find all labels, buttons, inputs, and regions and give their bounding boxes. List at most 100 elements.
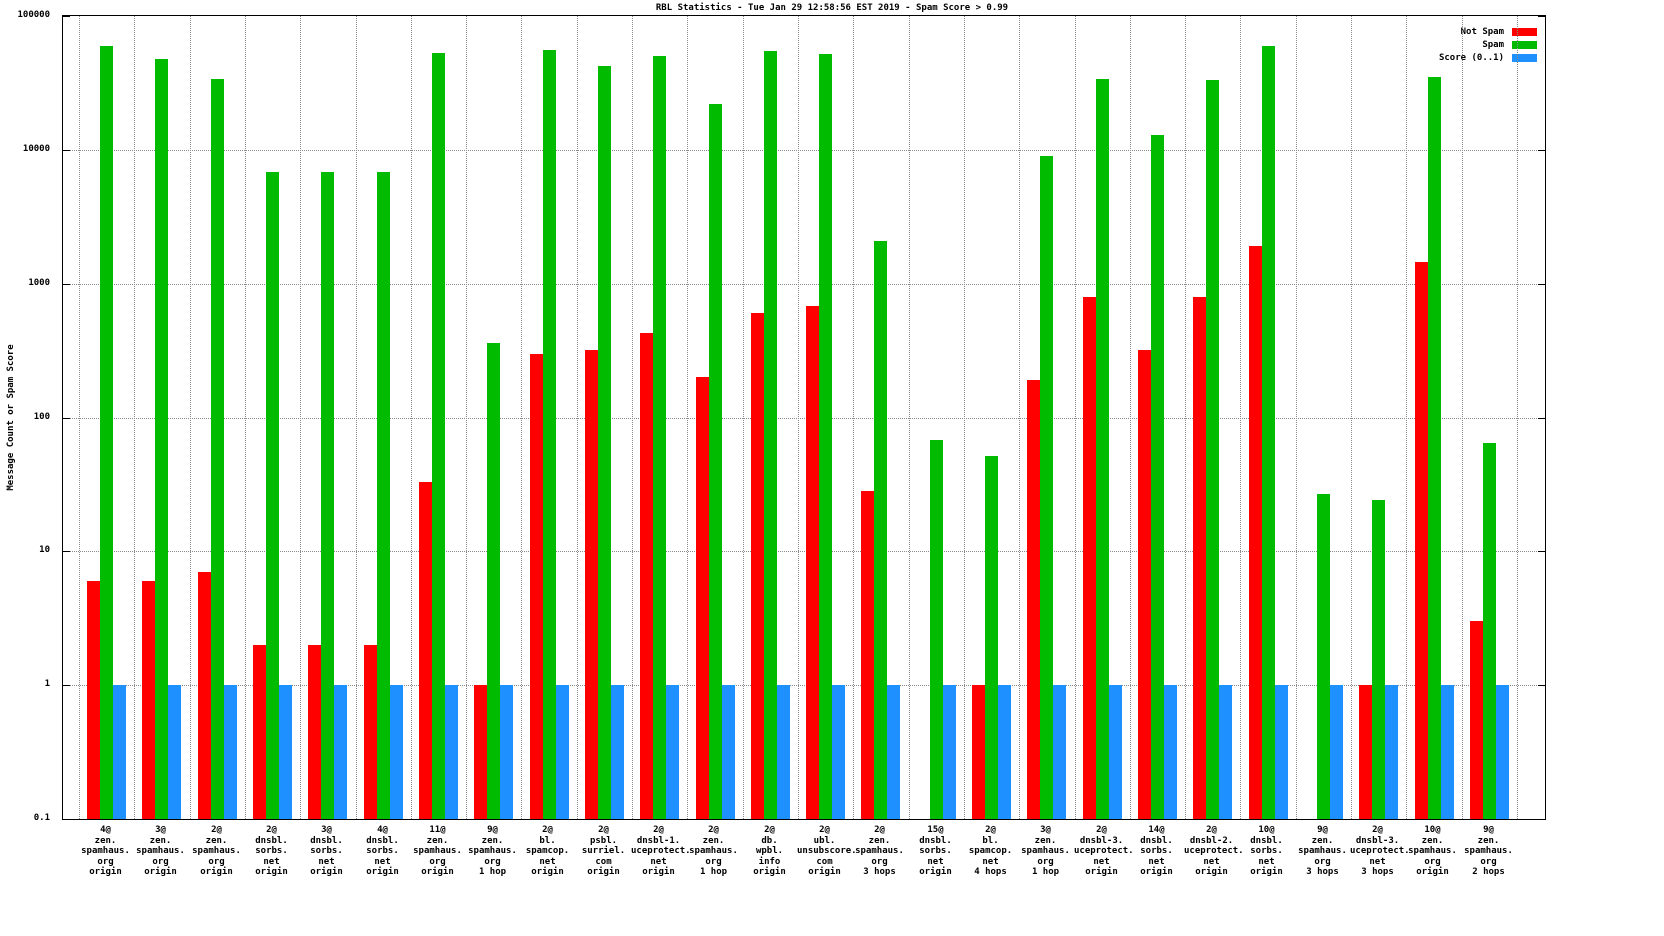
x-category-label-line: uceprotect. [1184, 846, 1244, 856]
x-category-label-line: 1 hop [699, 867, 728, 877]
x-category-label-line: 2@ [653, 825, 664, 835]
x-category-label: 9@ zen. spamhaus. org 1 hop [465, 825, 520, 878]
x-category-label-line: net [539, 856, 556, 867]
x-category-label-line: origin [1085, 867, 1118, 877]
bar-not-spam [474, 685, 487, 819]
y-tick-mark-right [1538, 418, 1545, 419]
x-category-label-line: 9@ [1483, 825, 1494, 835]
x-category-label: 11@ zen. spamhaus. org origin [410, 825, 465, 878]
y-tick-mark-left [63, 819, 70, 820]
bar-spam [1372, 500, 1385, 819]
v-gridline [356, 16, 357, 819]
x-category-label: 2@ zen. spamhaus. org origin [189, 825, 244, 878]
y-tick-mark-left [63, 284, 70, 285]
h-gridline [63, 418, 1545, 419]
x-category-label-line: origin [1195, 867, 1228, 877]
x-category-label-line: zen. [481, 835, 504, 846]
v-gridline [1296, 16, 1297, 819]
x-category-label-line: 14@ [1148, 825, 1165, 835]
legend-label-spam: Spam [1482, 39, 1504, 50]
x-category-label-line: org [1480, 856, 1497, 867]
x-category-label-line: spamhaus. [689, 846, 738, 856]
bar-spam [155, 59, 168, 819]
x-category-label-line: dnsbl. [255, 835, 288, 846]
x-category-label: 2@ ubl. unsubscore. com origin [797, 825, 857, 878]
v-gridline [687, 16, 688, 819]
v-gridline [1075, 16, 1076, 819]
x-category-label-line: 9@ [1317, 825, 1328, 835]
x-category-label-line: spamhaus. [1298, 846, 1347, 856]
x-category-label-line: 3 hops [1306, 867, 1339, 877]
bar-not-spam [308, 645, 321, 819]
x-category-label-line: net [982, 856, 999, 867]
x-category-label: 4@ dnsbl. sorbs. net origin [355, 825, 410, 878]
bar-spam [709, 104, 722, 819]
bar-score [1496, 685, 1509, 819]
x-category-label: 2@ dnsbl-3. uceprotect. net origin [1074, 825, 1134, 878]
x-category-label-line: 3@ [1040, 825, 1051, 835]
x-category-label-line: net [1203, 856, 1220, 867]
x-category-label-line: 9@ [487, 825, 498, 835]
x-category-label-line: org [208, 856, 225, 867]
bar-spam [1262, 46, 1275, 819]
x-category-label: 2@ zen. spamhaus. org 1 hop [686, 825, 741, 878]
x-category-label-line: ubl. [813, 835, 836, 846]
x-category-label-line: origin [1250, 867, 1283, 877]
bar-not-spam [1359, 685, 1372, 819]
bar-score [666, 685, 679, 819]
v-gridline [1130, 16, 1131, 819]
y-tick-label: 100000 [17, 10, 50, 20]
x-category-label-line: uceprotect. [1074, 846, 1134, 856]
x-category-label-line: origin [310, 867, 343, 877]
x-category-label-line: dnsbl. [366, 835, 399, 846]
x-category-label-line: zen. [426, 835, 449, 846]
bar-spam [598, 66, 611, 819]
x-category-label: 2@ dnsbl-1. uceprotect. net origin [631, 825, 691, 878]
bar-not-spam [1083, 297, 1096, 819]
x-category-label-line: origin [200, 867, 233, 877]
x-category-label-line: 2 hops [1472, 867, 1505, 877]
plot-area: Not Spam Spam Score (0..1) [62, 15, 1546, 820]
legend: Not Spam Spam Score (0..1) [1439, 25, 1537, 64]
bar-score [334, 685, 347, 819]
bar-spam [764, 51, 777, 819]
x-category-label-line: origin [1140, 867, 1173, 877]
legend-swatch-spam [1512, 40, 1537, 49]
y-tick-label: 1000 [28, 278, 50, 288]
x-category-label-line: 2@ [211, 825, 222, 835]
x-category-label-line: sorbs. [366, 846, 399, 856]
x-category-label-line: spamhaus. [1464, 846, 1513, 856]
v-gridline [632, 16, 633, 819]
x-category-label-line: org [1037, 856, 1054, 867]
bar-not-spam [972, 685, 985, 819]
bar-score [1053, 685, 1066, 819]
x-category-label: 10@ dnsbl. sorbs. net origin [1239, 825, 1294, 878]
y-tick-mark-right [1538, 284, 1545, 285]
y-tick-mark-left [63, 685, 70, 686]
x-category-label-line: info [758, 856, 781, 867]
v-gridline [79, 16, 80, 819]
x-category-label-line: 3 hops [1361, 867, 1394, 877]
y-tick-mark-left [63, 16, 70, 17]
x-category-label-line: net [1258, 856, 1275, 867]
bar-not-spam [364, 645, 377, 819]
x-category-label-line: 10@ [1424, 825, 1441, 835]
v-gridline [964, 16, 965, 819]
bar-score [500, 685, 513, 819]
bar-score [556, 685, 569, 819]
x-category-label-line: sorbs. [1140, 846, 1173, 856]
bar-spam [377, 172, 390, 819]
v-gridline [466, 16, 467, 819]
v-gridline [1517, 16, 1518, 819]
x-category-label: 9@ zen. spamhaus. org 2 hops [1461, 825, 1516, 878]
v-gridline [1019, 16, 1020, 819]
bar-spam [321, 172, 334, 819]
x-category-label: 3@ zen. spamhaus. org origin [133, 825, 188, 878]
y-tick-mark-right [1538, 16, 1545, 17]
x-category-label-line: org [871, 856, 888, 867]
legend-label-not-spam: Not Spam [1460, 26, 1504, 37]
y-tick-mark-left [63, 551, 70, 552]
x-category-label-line: 11@ [429, 825, 446, 835]
v-gridline [577, 16, 578, 819]
x-category-label-line: sorbs. [255, 846, 288, 856]
